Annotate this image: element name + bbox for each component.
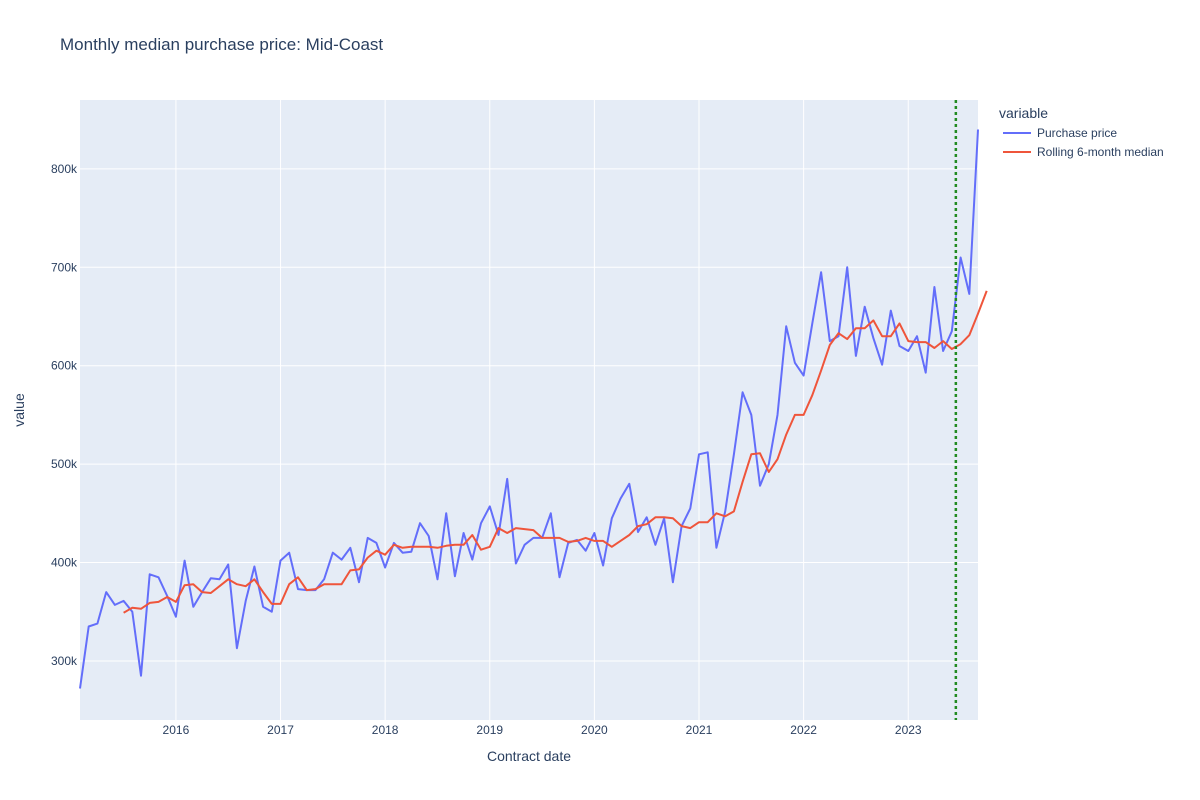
chart-title: Monthly median purchase price: Mid-Coast <box>60 35 383 54</box>
legend-item-0[interactable]: Purchase price <box>1003 126 1117 140</box>
x-tick-label: 2020 <box>581 723 608 737</box>
x-axis-title: Contract date <box>487 748 571 764</box>
series-line-0 <box>79 129 979 689</box>
gridlines <box>80 100 978 720</box>
x-tick-label: 2022 <box>790 723 817 737</box>
legend-label: Purchase price <box>1037 126 1117 140</box>
series-layer <box>79 129 988 689</box>
x-tick-label: 2017 <box>267 723 294 737</box>
legend[interactable]: variable Purchase price Rolling 6-month m… <box>999 105 1164 159</box>
x-tick-label: 2021 <box>686 723 713 737</box>
legend-label: Rolling 6-month median <box>1037 145 1164 159</box>
y-tick-label: 800k <box>51 162 78 176</box>
x-tick-label: 2023 <box>895 723 922 737</box>
legend-title: variable <box>999 105 1048 121</box>
y-tick-label: 500k <box>51 457 78 471</box>
y-tick-label: 600k <box>51 359 78 373</box>
y-tick-label: 400k <box>51 556 78 570</box>
y-tick-label: 700k <box>51 260 78 274</box>
legend-item-1[interactable]: Rolling 6-month median <box>1003 145 1164 159</box>
series-line-1 <box>123 290 988 614</box>
x-tick-label: 2019 <box>476 723 503 737</box>
y-axis-ticks: 300k 400k 500k 600k 700k 800k <box>51 162 78 668</box>
plot-area <box>80 100 978 720</box>
x-tick-label: 2018 <box>372 723 399 737</box>
x-axis-ticks: 2016 2017 2018 2019 2020 2021 2022 2023 <box>163 723 922 737</box>
y-axis-title: value <box>11 393 27 427</box>
y-tick-label: 300k <box>51 654 78 668</box>
x-tick-label: 2016 <box>163 723 190 737</box>
